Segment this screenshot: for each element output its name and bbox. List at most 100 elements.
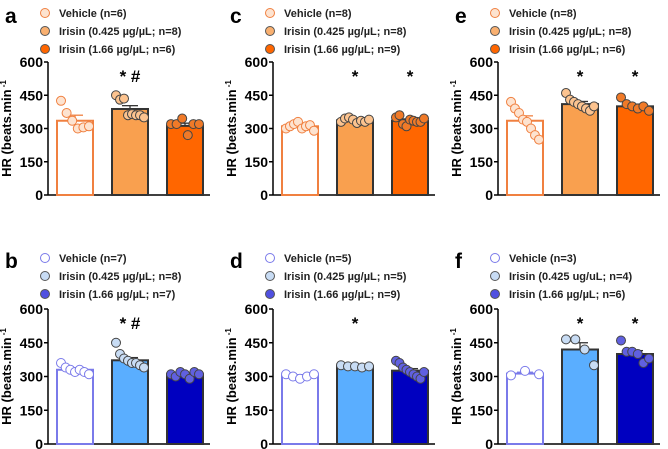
data-point <box>534 369 544 380</box>
data-point <box>309 369 319 380</box>
legend-label: Irisin (1.66 µg/µL; n=9) <box>284 44 401 56</box>
y-tick-label: 450 <box>245 335 269 351</box>
significance-label: * # <box>120 67 141 86</box>
significance-label: * <box>632 314 639 333</box>
y-tick-label: 0 <box>35 436 43 449</box>
y-tick-label: 600 <box>245 54 269 70</box>
data-point <box>177 113 188 124</box>
significance-label: * # <box>120 314 141 333</box>
significance-label: * <box>352 67 359 86</box>
panel-letter: c <box>230 5 242 28</box>
y-tick-label: 600 <box>245 301 269 317</box>
data-point <box>364 361 374 372</box>
legend-label: Vehicle (n=8) <box>509 8 577 20</box>
legend-label: Irisin (1.66 µg/µL; n=6) <box>509 289 626 301</box>
significance-label: * <box>577 314 584 333</box>
y-tick-label: 450 <box>20 335 44 351</box>
data-point <box>309 125 319 136</box>
data-point <box>194 119 204 130</box>
data-point <box>520 365 530 376</box>
panel-letter: d <box>230 250 243 273</box>
legend-marker <box>40 289 50 299</box>
panel-letter: f <box>455 250 463 273</box>
bar <box>506 372 544 446</box>
legend-label: Vehicle (n=5) <box>284 253 352 265</box>
y-tick-label: 0 <box>485 436 493 449</box>
y-tick-label: 600 <box>20 301 44 317</box>
bar <box>336 119 374 196</box>
data-point <box>67 115 78 126</box>
data-point <box>534 134 544 145</box>
legend-marker <box>40 271 50 281</box>
bar <box>336 365 374 445</box>
y-tick-label: 600 <box>20 54 44 70</box>
y-tick-label: 150 <box>20 154 44 170</box>
panel-c: c Vehicle (n=8) Irisin (0.425 µg/µL; n=8) I… <box>224 5 435 203</box>
y-tick-label: 0 <box>485 187 493 203</box>
y-axis-label: HR (beats.min -1 <box>449 80 464 177</box>
legend-label: Vehicle (n=8) <box>284 8 352 20</box>
y-tick-label: 600 <box>470 301 494 317</box>
panel-a: a Vehicle (n=6) Irisin (0.425 µg/µL; n=8) I… <box>0 5 210 203</box>
legend-label: Vehicle (n=6) <box>59 8 127 20</box>
y-tick-label: 150 <box>245 154 269 170</box>
legend-marker <box>490 271 500 281</box>
panel-d: d Vehicle (n=5) Irisin (0.425 µg/µL; n=5) I… <box>224 250 435 449</box>
legend-label: Irisin (0.425 µg/µL; n=8) <box>509 26 632 38</box>
data-point <box>139 112 149 123</box>
data-point <box>364 114 374 125</box>
data-point <box>579 344 590 355</box>
legend-label: Irisin (0.425 ug/uL; n=4) <box>509 271 633 283</box>
y-tick-label: 300 <box>245 121 269 137</box>
data-point <box>394 110 405 121</box>
data-point <box>644 105 654 116</box>
y-tick-label: 300 <box>470 369 494 385</box>
panel-letter: e <box>455 5 467 28</box>
legend-label: Irisin (1.66 µg/µL; n=7) <box>59 289 176 301</box>
y-tick-label: 300 <box>20 121 44 137</box>
bar <box>616 105 654 196</box>
y-axis-label: HR (beats.min -1 <box>224 80 239 177</box>
data-point <box>419 113 429 124</box>
legend-label: Irisin (1.66 µg/µL; n=6) <box>59 44 176 56</box>
bar <box>111 359 149 445</box>
legend-marker <box>265 8 275 18</box>
data-point <box>644 353 654 364</box>
y-axis-label: HR (beats.min -1 <box>0 328 14 425</box>
data-point <box>194 369 204 380</box>
bar <box>561 103 599 196</box>
y-tick-label: 300 <box>245 369 269 385</box>
legend-marker <box>40 253 50 263</box>
y-tick-label: 600 <box>470 54 494 70</box>
legend-label: Irisin (0.425 µg/µL; n=8) <box>59 271 182 283</box>
legend-label: Irisin (0.425 µg/µL; n=5) <box>284 271 407 283</box>
data-point <box>589 101 599 112</box>
y-tick-label: 450 <box>470 335 494 351</box>
panel-e: e Vehicle (n=8) Irisin (0.425 µg/µL; n=8) I… <box>449 5 660 203</box>
legend-marker <box>265 253 275 263</box>
legend-label: Vehicle (n=3) <box>509 253 577 265</box>
significance-label: * <box>632 67 639 86</box>
y-tick-label: 0 <box>35 187 43 203</box>
y-tick-label: 300 <box>20 369 44 385</box>
data-point <box>570 334 581 345</box>
bar <box>281 125 319 196</box>
legend-marker <box>40 26 50 36</box>
panel-letter: b <box>5 250 18 273</box>
legend-marker <box>490 253 500 263</box>
legend-marker <box>265 271 275 281</box>
data-point <box>84 369 94 380</box>
legend-label: Irisin (1.66 µg/µL; n=9) <box>284 289 401 301</box>
legend-label: Irisin (0.425 µg/µL; n=8) <box>284 26 407 38</box>
data-point <box>632 349 643 359</box>
data-point <box>182 130 193 141</box>
legend-label: Vehicle (n=7) <box>59 253 127 265</box>
data-point <box>61 107 72 118</box>
y-tick-label: 300 <box>470 121 494 137</box>
legend-marker <box>490 8 500 18</box>
data-point <box>589 360 599 371</box>
legend-marker <box>490 44 500 54</box>
data-point <box>139 362 149 373</box>
y-tick-label: 450 <box>20 87 44 103</box>
